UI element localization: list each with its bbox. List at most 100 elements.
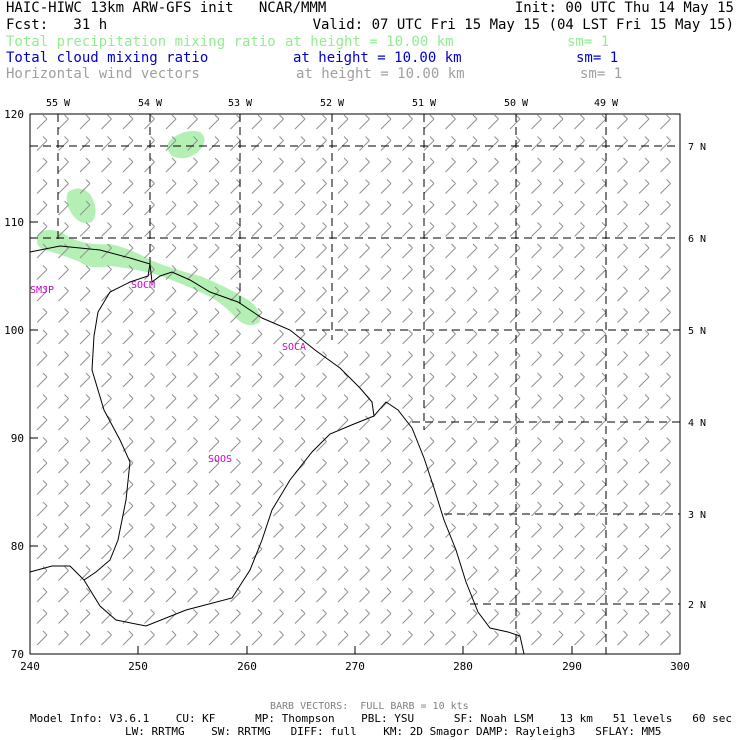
wind-barb: [251, 609, 263, 624]
wind-barb: [617, 351, 628, 366]
wind-barb: [574, 523, 585, 538]
wind-barb: [144, 630, 155, 646]
wind-barb: [509, 566, 521, 581]
wind-barb: [58, 609, 69, 624]
wind-barb: [574, 308, 585, 323]
wind-barb: [488, 222, 499, 237]
wind-barb: [58, 480, 69, 495]
wind-barb: [660, 415, 671, 431]
wind-barb: [337, 114, 349, 130]
wind-barb: [208, 243, 220, 259]
wind-barb: [251, 329, 263, 345]
wind-barb: [552, 114, 564, 130]
model-title: HAIC-HIWC 13km ARW-GFS init NCAR/MMM: [6, 0, 327, 16]
station-soca: SOCA: [282, 342, 306, 353]
wind-barb: [251, 372, 263, 388]
wind-barb: [165, 394, 177, 409]
wind-barb: [187, 609, 198, 624]
wind-barb: [316, 265, 327, 280]
wind-barb: [423, 415, 435, 431]
wind-barb: [187, 265, 198, 280]
wind-barb: [638, 566, 650, 581]
wind-barb: [531, 308, 542, 323]
wind-barb: [58, 437, 69, 452]
wind-barb: [316, 243, 327, 259]
wind-barb: [509, 114, 521, 130]
wind-barb: [165, 587, 177, 603]
wind-barb: [359, 179, 370, 194]
wind-barb: [208, 523, 220, 538]
ylabel-110: 110: [4, 216, 24, 229]
wind-barb: [294, 437, 306, 452]
wind-barb: [294, 480, 306, 495]
wind-barb: [230, 544, 241, 560]
wind-barb: [359, 286, 370, 302]
wind-barb: [251, 243, 263, 259]
wind-barb: [638, 415, 650, 431]
wind-barb: [144, 501, 155, 517]
wind-barb: [380, 609, 392, 624]
wind-barb: [574, 114, 585, 130]
wind-barb: [402, 243, 413, 259]
wind-barb: [316, 394, 327, 409]
wind-barb: [36, 630, 48, 646]
ylabel-100: 100: [4, 324, 24, 337]
wind-barb: [122, 114, 134, 130]
wind-barb: [402, 351, 413, 366]
wind-barb: [380, 587, 392, 603]
wind-barb: [617, 136, 628, 151]
field-cloud-sm: sm= 1: [576, 50, 619, 66]
wind-barb: [165, 351, 177, 366]
wind-barb: [208, 587, 220, 603]
wind-barb: [595, 437, 607, 452]
wind-barb: [638, 265, 650, 280]
wind-barb: [122, 394, 134, 409]
wind-barb: [187, 286, 198, 302]
wind-barb: [488, 566, 499, 581]
wind-barb: [617, 480, 628, 495]
wind-barb: [380, 566, 392, 581]
wind-barb: [445, 415, 456, 431]
wind-barb: [509, 415, 521, 431]
wind-barb: [273, 286, 284, 302]
wind-barb: [36, 480, 48, 495]
wind-barb: [574, 179, 585, 194]
wind-barb: [337, 286, 349, 302]
wind-barb: [380, 458, 392, 474]
wind-barb: [359, 458, 370, 474]
xlabel-260: 260: [237, 660, 257, 673]
wind-barb: [380, 480, 392, 495]
wind-barb: [273, 114, 284, 130]
wind-barb: [638, 136, 650, 151]
wind-barb: [574, 222, 585, 237]
wind-barb: [423, 630, 435, 646]
wind-barb: [208, 265, 220, 280]
wind-barb: [402, 609, 413, 624]
wind-barb: [488, 372, 499, 388]
wind-barb: [79, 437, 91, 452]
wind-barb: [208, 394, 220, 409]
wind-barb: [187, 394, 198, 409]
station-smjp: SMJP: [30, 285, 54, 296]
wind-barb: [445, 437, 456, 452]
wind-barb: [187, 480, 198, 495]
wind-barb: [79, 179, 91, 194]
wind-barb: [488, 243, 499, 259]
wind-barb: [574, 437, 585, 452]
wind-barb: [445, 458, 456, 474]
wind-barb: [165, 179, 177, 194]
wind-barb: [488, 114, 499, 130]
wind-barb: [445, 609, 456, 624]
wind-barb: [144, 243, 155, 259]
wind-barb: [445, 523, 456, 538]
wind-barb: [122, 265, 134, 280]
wind-barb: [617, 179, 628, 194]
wind-barb: [101, 136, 112, 151]
wind-barb: [36, 136, 48, 151]
wind-barb: [36, 157, 48, 173]
lon-54w: 54 W: [138, 98, 163, 109]
wind-barb: [337, 179, 349, 194]
wind-barb: [187, 222, 198, 237]
wind-barb: [423, 286, 435, 302]
wind-barb: [552, 587, 564, 603]
